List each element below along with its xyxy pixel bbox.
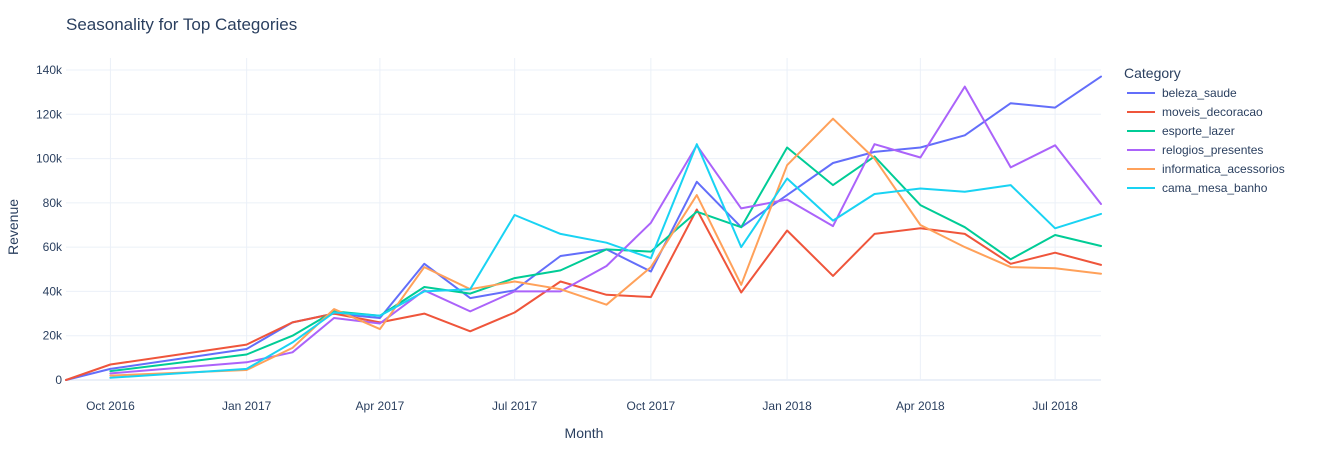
y-tick-label: 40k — [43, 284, 63, 298]
series-line-cama_mesa_banho[interactable] — [109, 143, 1102, 379]
legend-item-informatica_acessorios[interactable]: informatica_acessorios — [1127, 162, 1285, 176]
x-tick-label: Apr 2018 — [896, 399, 945, 413]
legend-title: Category — [1124, 65, 1181, 81]
axes: 0 20k 40k 60k 80k 100k 120k 140k Oct 2016 Jan 201… — [36, 63, 1078, 413]
legend[interactable]: Category beleza_saude moveis_decoracaoesp… — [1124, 65, 1285, 195]
chart-title: Seasonality for Top Categories — [66, 15, 297, 34]
legend-item-relogios_presentes[interactable]: relogios_presentes — [1127, 143, 1263, 157]
series-line-informatica_acessorios[interactable] — [109, 117, 1102, 377]
y-tick-label: 120k — [36, 107, 63, 121]
legend-item-moveis_decoracao[interactable]: moveis_decoracao — [1127, 105, 1263, 119]
x-tick-label: Apr 2017 — [356, 399, 405, 413]
x-tick-label: Oct 2017 — [627, 399, 676, 413]
grid-lines — [66, 58, 1101, 381]
y-tick-label: 80k — [43, 196, 63, 210]
legend-label: esporte_lazer — [1162, 124, 1235, 138]
legend-label: moveis_decoracao — [1162, 105, 1263, 119]
legend-label: cama_mesa_banho — [1162, 181, 1268, 195]
x-tick-label: Oct 2016 — [86, 399, 135, 413]
x-tick-label: Jan 2018 — [762, 399, 812, 413]
legend-label: informatica_acessorios — [1162, 162, 1285, 176]
y-tick-label: 60k — [43, 240, 63, 254]
x-tick-label: Jul 2018 — [1032, 399, 1078, 413]
legend-item-beleza_saude[interactable]: beleza_saude — [1127, 86, 1237, 100]
legend-item-cama_mesa_banho[interactable]: cama_mesa_banho — [1127, 181, 1268, 195]
y-tick-label: 100k — [36, 152, 63, 166]
legend-label: beleza_saude — [1162, 86, 1237, 100]
x-axis-label: Month — [565, 425, 604, 441]
series-line-moveis_decoracao[interactable] — [65, 208, 1102, 381]
y-tick-label: 0 — [55, 373, 62, 387]
y-tick-label: 20k — [43, 329, 63, 343]
series-lines — [65, 75, 1102, 381]
x-tick-label: Jan 2017 — [222, 399, 272, 413]
y-axis-label: Revenue — [5, 199, 21, 255]
legend-label: relogios_presentes — [1162, 143, 1263, 157]
legend-item-esporte_lazer[interactable]: esporte_lazer — [1127, 124, 1235, 138]
x-tick-label: Jul 2017 — [492, 399, 538, 413]
y-tick-label: 140k — [36, 63, 63, 77]
series-line-relogios_presentes[interactable] — [109, 85, 1102, 375]
